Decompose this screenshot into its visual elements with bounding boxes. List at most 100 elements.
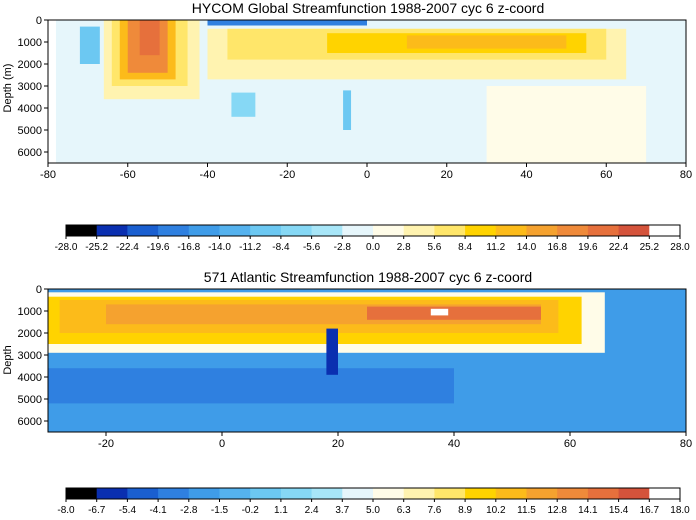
colorbar-swatch: [127, 488, 159, 499]
colorbar-swatch: [311, 488, 343, 499]
heatmap-cells: [55, 20, 686, 163]
y-tick-label: 0: [36, 284, 42, 296]
colorbar-label: -0.2: [242, 505, 260, 516]
x-tick-label: -20: [279, 169, 295, 181]
atlantic-streamfunction-panel: 571 Atlantic Streamfunction 1988-2007 cy…: [2, 269, 692, 450]
x-tick-label: 80: [680, 438, 692, 450]
y-tick-label: 6000: [18, 416, 42, 428]
x-tick-label: 80: [680, 169, 692, 181]
colorbar-swatch: [219, 488, 251, 499]
chart-title: 571 Atlantic Streamfunction 1988-2007 cy…: [204, 269, 532, 285]
colorbar-label: -4.1: [149, 505, 167, 516]
colorbar-label: -1.5: [211, 505, 229, 516]
colorbar-swatch: [465, 488, 497, 499]
x-tick-label: 20: [332, 438, 344, 450]
colorbar-label: -25.2: [85, 242, 108, 253]
colorbar-swatch: [373, 225, 405, 236]
colorbar-swatch: [280, 225, 312, 236]
colorbar-swatch: [188, 488, 220, 499]
colorbar-swatch: [219, 225, 251, 236]
colorbar-label: 3.7: [335, 505, 349, 516]
colorbar-swatch: [526, 488, 558, 499]
colorbar-label: -2.8: [334, 242, 352, 253]
colorbar-label: -5.6: [303, 242, 321, 253]
x-tick-label: 0: [364, 169, 370, 181]
x-tick-label: -80: [40, 169, 56, 181]
colorbar-swatch: [311, 225, 343, 236]
colorbar-label: 8.9: [458, 505, 472, 516]
colorbar-label: 7.6: [427, 505, 441, 516]
x-tick-label: 20: [441, 169, 453, 181]
colorbar-label: 19.6: [578, 242, 598, 253]
y-axis-label: Depth: [2, 345, 14, 374]
y-tick-label: 3000: [18, 350, 42, 362]
colorbar-label: 11.5: [517, 505, 536, 516]
y-axis-label: Depth (m): [2, 64, 14, 113]
y-tick-label: 1000: [18, 37, 42, 49]
colorbar-label: 12.8: [547, 505, 567, 516]
heatmap-cell: [486, 86, 647, 163]
colorbar-swatch: [557, 225, 589, 236]
colorbar-label: -6.7: [88, 505, 106, 516]
colorbar-swatch: [373, 488, 405, 499]
colorbar-label: -8.4: [272, 242, 290, 253]
colorbar-label: 1.1: [274, 505, 288, 516]
colorbar-swatch: [280, 488, 312, 499]
y-tick-label: 3000: [18, 81, 42, 93]
colorbar-swatch: [66, 225, 98, 236]
colorbar-swatch: [434, 488, 466, 499]
colorbar-label: 2.8: [397, 242, 411, 253]
colorbar-label: -5.4: [119, 505, 137, 516]
colorbar-swatch: [127, 225, 159, 236]
colorbar-label: 14.0: [517, 242, 537, 253]
colorbar-swatch: [96, 488, 128, 499]
colorbar-label: 28.0: [670, 242, 690, 253]
y-tick-label: 4000: [18, 372, 42, 384]
colorbar-label: 10.2: [486, 505, 506, 516]
colorbar-label: 15.4: [609, 505, 629, 516]
colorbar-label: -2.8: [180, 505, 198, 516]
colorbar-swatch: [158, 488, 190, 499]
colorbar-swatch: [618, 488, 650, 499]
heatmap-cells: [48, 289, 686, 432]
colorbar-swatch: [557, 488, 589, 499]
colorbar-label: -14.0: [208, 242, 231, 253]
colorbar-swatch: [649, 225, 681, 236]
chart-title: HYCOM Global Streamfunction 1988-2007 cy…: [192, 0, 545, 16]
heatmap-cell: [343, 90, 352, 130]
colorbar-label: 22.4: [609, 242, 629, 253]
plot-frame: [47, 288, 687, 433]
y-tick-label: 1000: [18, 306, 42, 318]
x-tick-label: 0: [219, 438, 225, 450]
colorbar-swatch: [96, 225, 128, 236]
colorbar-swatch: [342, 225, 374, 236]
colorbar-swatch: [526, 225, 558, 236]
x-tick-label: 40: [448, 438, 460, 450]
colorbar-swatch: [587, 225, 619, 236]
colorbar-swatch: [250, 225, 282, 236]
x-axis: -80 -60 -40 -20 0 20 40 60 80: [40, 163, 692, 181]
y-tick-label: 2000: [18, 328, 42, 340]
x-tick-label: 60: [564, 438, 576, 450]
colorbar-label: -16.8: [177, 242, 200, 253]
colorbar-label: 16.7: [640, 505, 660, 516]
colorbar-label: -11.2: [239, 242, 261, 253]
colorbar-swatch: [403, 225, 435, 236]
colorbar-swatch: [465, 225, 497, 236]
colorbar-swatch: [403, 488, 435, 499]
colorbar-swatch: [495, 488, 527, 499]
y-tick-label: 6000: [18, 147, 42, 159]
colorbar-swatch: [495, 225, 527, 236]
colorbar-swatch: [66, 488, 98, 499]
y-axis: 0 1000 2000 3000 4000 5000 6000: [18, 284, 48, 428]
colorbar-swatch: [158, 225, 190, 236]
colorbar-label: 18.0: [670, 505, 690, 516]
y-tick-label: 0: [36, 15, 42, 27]
colorbar-label: 16.8: [547, 242, 567, 253]
y-tick-label: 5000: [18, 394, 42, 406]
global-streamfunction-panel: HYCOM Global Streamfunction 1988-2007 cy…: [2, 0, 692, 181]
colorbar-label: 5.6: [427, 242, 441, 253]
colorbar-label: 14.1: [578, 505, 598, 516]
colorbar-swatch: [250, 488, 282, 499]
y-tick-label: 2000: [18, 59, 42, 71]
